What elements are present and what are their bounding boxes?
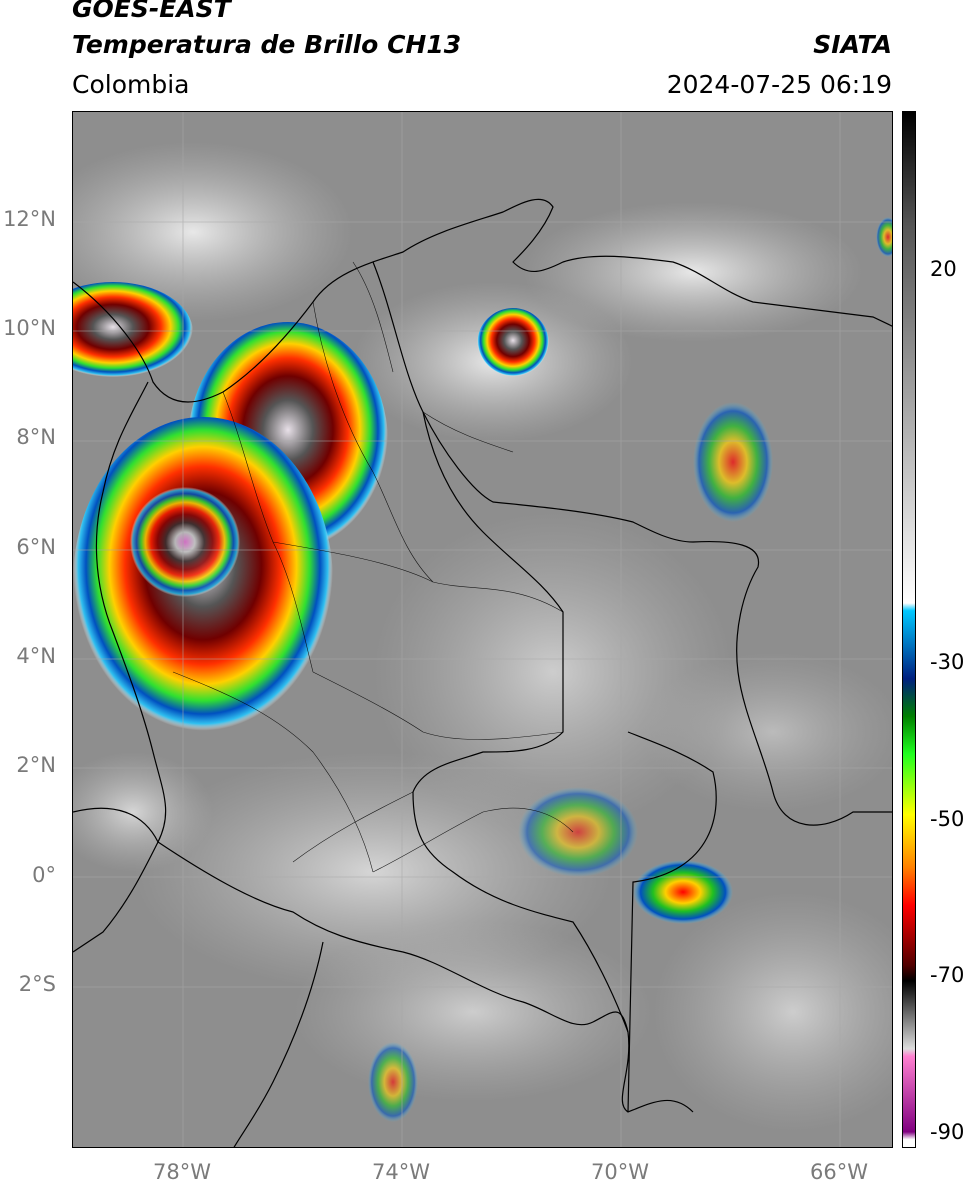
cloud-area (73, 142, 353, 322)
lon-tick-66W: 66°W (810, 1160, 868, 1184)
region-label: Colombia (72, 70, 190, 99)
colorbar-tick-minus30: -30 (930, 650, 965, 674)
organization-label: SIATA (813, 30, 892, 59)
storm-cell (518, 787, 638, 877)
colorbar-tick-minus70: -70 (930, 963, 965, 987)
lat-tick-8N: 8°N (16, 425, 56, 449)
storm-cell (876, 217, 892, 257)
lon-tick-74W: 74°W (372, 1160, 430, 1184)
lat-tick-4N: 4°N (16, 644, 56, 668)
department-borders (172, 261, 574, 873)
cloud-area (293, 922, 653, 1102)
colorbar-tick-minus50: -50 (930, 807, 965, 831)
country-borders (73, 198, 892, 1147)
lon-tick-70W: 70°W (591, 1160, 649, 1184)
storm-cell (693, 402, 773, 522)
storm-cell (633, 860, 733, 924)
cloud-area (73, 752, 213, 872)
cloud-area (523, 202, 863, 342)
product-title: Temperatura de Brillo CH13 (72, 30, 462, 59)
cloud-area (373, 512, 733, 832)
lat-tick-6N: 6°N (16, 535, 56, 559)
lat-tick-12N: 12°N (3, 207, 56, 231)
lat-tick-2S: 2°S (18, 972, 56, 996)
lat-tick-10N: 10°N (3, 316, 56, 340)
lon-tick-78W: 78°W (153, 1160, 211, 1184)
cloud-area (643, 652, 892, 812)
cloud-area (653, 892, 892, 1132)
lat-tick-2N: 2°N (16, 753, 56, 777)
datetime-label: 2024-07-25 06:19 (666, 70, 892, 99)
storm-cell (73, 282, 193, 382)
colorbar-tick-20: 20 (930, 257, 957, 281)
colorbar-tick-minus90: -90 (930, 1120, 965, 1144)
storm-cell (368, 1042, 418, 1122)
colorbar (902, 111, 916, 1148)
storm-core (130, 487, 240, 597)
graticule (73, 112, 892, 1147)
map-canvas (73, 112, 892, 1147)
satellite-title: GOES-EAST (72, 0, 231, 23)
satellite-map[interactable] (72, 111, 893, 1148)
storm-cell (477, 308, 549, 380)
lat-tick-0: 0° (32, 863, 56, 887)
